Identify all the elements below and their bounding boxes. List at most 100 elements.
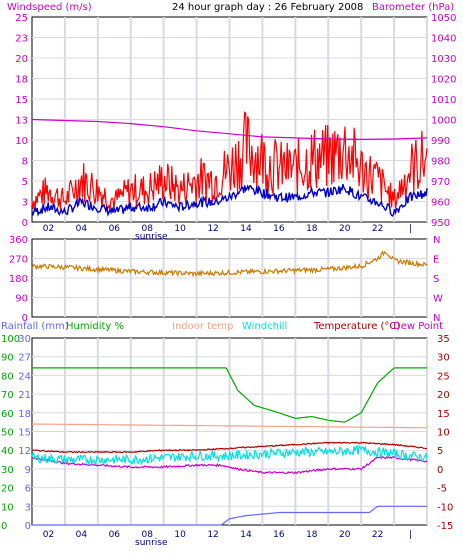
temperature-panel-x-ticks: 02 04 06 08 10 12 14 16 18 20 22 | [43, 530, 412, 540]
x-tick-label: 08 [141, 530, 153, 540]
windspeed-average-line [31, 183, 428, 217]
humidity-y-tick-label: 40 [1, 446, 14, 457]
barometer-y-tick-label: 1050 [431, 13, 456, 24]
humidity-y-tick-label: 90 [1, 353, 14, 364]
temperature-y-tick-label: 0 [437, 465, 443, 476]
temperature-y-tick-label: 20 [437, 390, 450, 401]
x-tick-label: 12 [207, 224, 218, 234]
x-tick-label: 02 [43, 530, 54, 540]
windchill-line [31, 444, 428, 467]
x-tick-label: 20 [339, 530, 351, 540]
graph-title: 24 hour graph day : 26 February 2008 [172, 2, 363, 13]
barometer-line [31, 118, 428, 141]
rainfall-y-tick-label: 15 [18, 428, 31, 439]
barometer-y-tick-label: 1020 [431, 75, 456, 86]
direction-compass-label: N [433, 313, 440, 324]
humidity-y-tick-label: 100 [1, 334, 20, 345]
wind-y-tick-label: 8 [22, 157, 28, 168]
x-tick-label: 10 [174, 224, 186, 234]
x-tick-label: 08 [141, 224, 153, 234]
direction-compass-label: N [433, 235, 440, 246]
rainfall-y-tick-label: 9 [25, 465, 31, 476]
barometer-y-tick-label: 1030 [431, 54, 456, 65]
humidity-y-tick-label: 70 [1, 390, 14, 401]
legend-humidity: Humidity % [66, 321, 124, 332]
temperature-y-tick-label: 25 [437, 371, 450, 382]
temperature-panel-series [31, 367, 428, 526]
windspeed-axis-title: Windspeed (m/s) [7, 2, 92, 13]
legend-windchill: Windchill [242, 321, 287, 332]
rainfall-y-tick-label: 30 [18, 334, 31, 345]
wind-y-tick-label: 5 [22, 177, 28, 188]
barometer-y-tick-label: 1000 [431, 116, 456, 127]
x-tick-label: 02 [43, 224, 54, 234]
barometer-y-tick-label: 970 [431, 177, 450, 188]
direction-y-tick-label: 180 [9, 274, 28, 285]
wind-panel-x-ticks: 02 04 06 08 10 12 14 16 18 20 22 | [43, 224, 412, 234]
x-tick-label: 14 [240, 530, 252, 540]
temperature-y-tick-label: 5 [437, 446, 443, 457]
temperature-y-tick-label: 35 [437, 334, 450, 345]
wind-panel-series [31, 111, 428, 217]
x-tick-label: 06 [109, 530, 121, 540]
temperature-y-tick-label: 15 [437, 409, 450, 420]
rainfall-y-tick-label: 6 [25, 484, 31, 495]
direction-compass-label: S [433, 274, 439, 285]
rainfall-y-tick-label: 12 [18, 446, 31, 457]
x-tick-label: 10 [174, 530, 186, 540]
x-tick-label: | [409, 224, 412, 234]
legend-temperature: Temperature (°C) [313, 321, 400, 332]
x-tick-label: 06 [109, 224, 121, 234]
x-tick-label: 04 [76, 224, 88, 234]
wind-y-tick-label: 3 [22, 198, 28, 209]
indoor-temp-line [32, 423, 427, 429]
temperature-line [31, 441, 428, 454]
barometer-y-tick-label: 990 [431, 136, 450, 147]
wind-y-tick-label: 15 [15, 95, 28, 106]
x-tick-label: 14 [240, 224, 252, 234]
x-tick-label: 22 [372, 530, 383, 540]
direction-y-tick-label: 360 [9, 235, 28, 246]
humidity-y-tick-label: 60 [1, 409, 14, 420]
barometer-y-tick-label: 950 [431, 218, 450, 229]
temperature-y-tick-label: -15 [437, 521, 453, 532]
humidity-y-tick-label: 0 [1, 521, 7, 532]
wind-panel-y-ticks: 0 3 5 8 10 13 15 18 20 23 25 950 960 970 980 990 1000 101… [15, 13, 456, 229]
x-tick-label: 22 [372, 224, 383, 234]
wind-y-tick-label: 18 [15, 75, 28, 86]
x-tick-label: 12 [207, 530, 218, 540]
x-tick-label: | [409, 530, 412, 540]
sunrise-label-wind: sunrise [135, 232, 168, 242]
temperature-y-tick-label: -5 [437, 484, 447, 495]
legend-dew-point: Dew Point [393, 321, 443, 332]
rainfall-y-tick-label: 24 [18, 371, 31, 382]
barometer-y-tick-label: 960 [431, 198, 450, 209]
humidity-y-tick-label: 30 [1, 465, 14, 476]
barometer-axis-title: Barometer (hPa) [372, 2, 454, 13]
wind-y-tick-label: 23 [15, 34, 28, 45]
x-tick-label: 16 [273, 530, 285, 540]
humidity-y-tick-label: 20 [1, 484, 14, 495]
direction-compass-label: E [433, 255, 439, 266]
direction-y-tick-label: 90 [15, 294, 28, 305]
direction-compass-label: W [433, 294, 443, 305]
x-tick-label: 04 [76, 530, 88, 540]
dew-point-line [31, 456, 428, 475]
rainfall-y-tick-label: 3 [25, 502, 31, 513]
temperature-y-tick-label: 30 [437, 353, 450, 364]
rainfall-y-tick-label: 27 [18, 353, 31, 364]
x-tick-label: 18 [306, 224, 318, 234]
legend-indoor-temp: Indoor temp [172, 321, 233, 332]
direction-panel-series [31, 250, 428, 278]
rainfall-y-tick-label: 0 [25, 521, 31, 532]
legend-rainfall: Rainfall (mm) [1, 321, 69, 332]
humidity-y-tick-label: 50 [1, 428, 14, 439]
wind-y-tick-label: 25 [15, 13, 28, 24]
wind-y-tick-label: 20 [15, 54, 28, 65]
temperature-y-tick-label: 10 [437, 428, 450, 439]
humidity-line [32, 367, 427, 423]
x-tick-label: 20 [339, 224, 351, 234]
